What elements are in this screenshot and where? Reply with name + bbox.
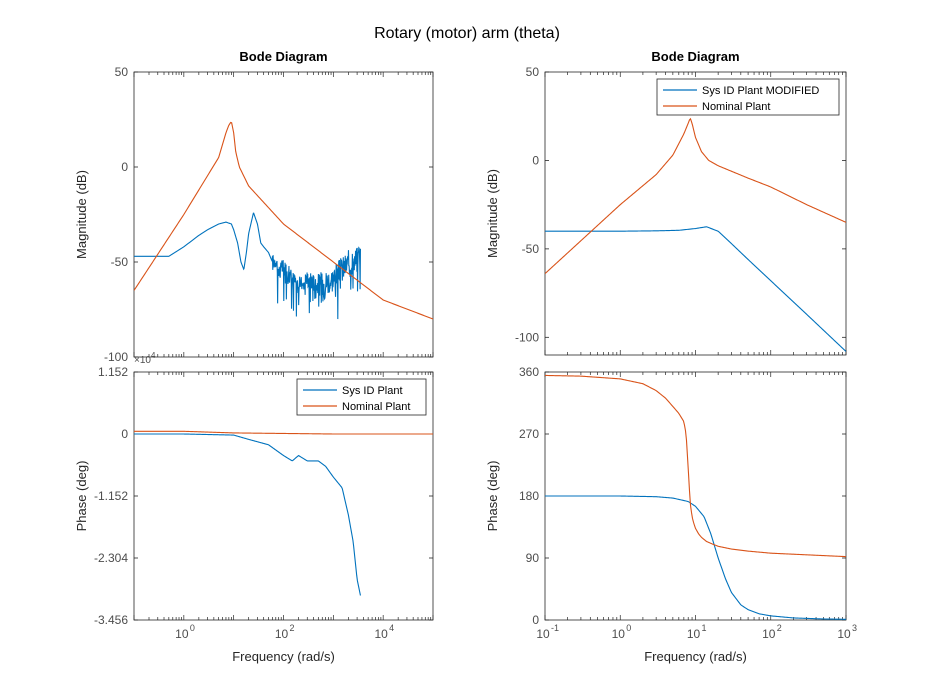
y-tick-label: -100 [104, 350, 128, 364]
right-phase-series-nominal-line [545, 374, 846, 558]
y-scale-factor: ×10 [134, 355, 151, 366]
right-mag-series-sysid-line [545, 226, 846, 352]
left-mag-title: Bode Diagram [239, 49, 327, 64]
left-phase-xlabel: Frequency (rad/s) [232, 649, 335, 664]
right-phase-series-sysid-line [545, 495, 846, 620]
y-tick-label: 0 [532, 153, 539, 167]
x-tick-label: 10 [837, 627, 851, 641]
legend-entry: Sys ID Plant MODIFIED [702, 85, 819, 97]
y-tick-label: 270 [519, 427, 539, 441]
right-mag-title: Bode Diagram [651, 49, 739, 64]
right-mag-series-group [545, 117, 846, 352]
y-tick-label: -50 [522, 242, 540, 256]
left-mag-series-group [134, 121, 433, 320]
left-mag-plot-area [133, 71, 434, 358]
left-phase-ylabel: Phase (deg) [74, 461, 89, 532]
x-tick-label: 10 [374, 627, 388, 641]
x-tick-exponent: 0 [190, 623, 195, 633]
y-tick-label: 1.152 [98, 365, 128, 379]
y-tick-label: 0 [121, 160, 128, 174]
left-phase-series-nominal-line [134, 430, 433, 435]
left-mag-series-nominal-line [134, 121, 433, 320]
y-tick-label: 90 [526, 551, 540, 565]
right-phase-series-group [545, 374, 846, 620]
right-mag-axes: Bode Diagram -100 -50 0 50 Magnitude (dB) Sys … [485, 49, 847, 356]
left-phase-legend: Sys ID Plant Nominal Plant [296, 378, 427, 416]
y-scale-exponent: 4 [151, 351, 156, 360]
legend-entry: Sys ID Plant [342, 385, 403, 397]
y-tick-label: -3.456 [94, 613, 128, 627]
left-phase-series-group [134, 430, 433, 596]
y-tick-label: -50 [111, 255, 129, 269]
y-tick-label: 50 [115, 65, 129, 79]
y-tick-label: -1.152 [94, 489, 128, 503]
left-mag-ylabel: Magnitude (dB) [74, 170, 89, 259]
y-tick-label: 0 [532, 613, 539, 627]
legend-entry: Nominal Plant [342, 401, 410, 413]
y-tick-label: -100 [515, 330, 539, 344]
y-tick-label: 50 [526, 65, 540, 79]
x-tick-exponent: 2 [777, 623, 782, 633]
left-mag-series-sysid-line [134, 212, 361, 320]
x-tick-label: 10 [687, 627, 701, 641]
x-tick-label: 10 [762, 627, 776, 641]
figure-title: Rotary (motor) arm (theta) [374, 25, 560, 42]
right-phase-ylabel: Phase (deg) [485, 461, 500, 532]
x-tick-exponent: 1 [702, 623, 707, 633]
y-tick-label: 360 [519, 365, 539, 379]
x-tick-exponent: 0 [626, 623, 631, 633]
legend-box [656, 78, 840, 116]
x-tick-label: 10 [612, 627, 626, 641]
x-tick-exponent: 4 [389, 623, 394, 633]
x-tick-exponent: 2 [290, 623, 295, 633]
right-mag-ylabel: Magnitude (dB) [485, 169, 500, 258]
y-tick-label: -2.304 [94, 551, 128, 565]
right-mag-plot-area [544, 71, 847, 356]
legend-entry: Nominal Plant [702, 101, 770, 113]
left-phase-series-sysid-line [134, 433, 361, 596]
right-phase-xlabel: Frequency (rad/s) [644, 649, 747, 664]
y-tick-label: 180 [519, 489, 539, 503]
right-mag-legend: Sys ID Plant MODIFIED Nominal Plant [656, 78, 840, 116]
x-tick-exponent: -1 [551, 623, 559, 633]
left-mag-axes: Bode Diagram -100 -50 0 50 Magnitude (dB) [74, 49, 434, 364]
x-tick-label: 10 [536, 627, 550, 641]
x-tick-label: 10 [175, 627, 189, 641]
x-tick-label: 10 [275, 627, 289, 641]
legend-box [296, 378, 427, 416]
right-mag-series-nominal-line [545, 117, 846, 275]
x-tick-exponent: 3 [852, 623, 857, 633]
y-tick-label: 0 [121, 427, 128, 441]
